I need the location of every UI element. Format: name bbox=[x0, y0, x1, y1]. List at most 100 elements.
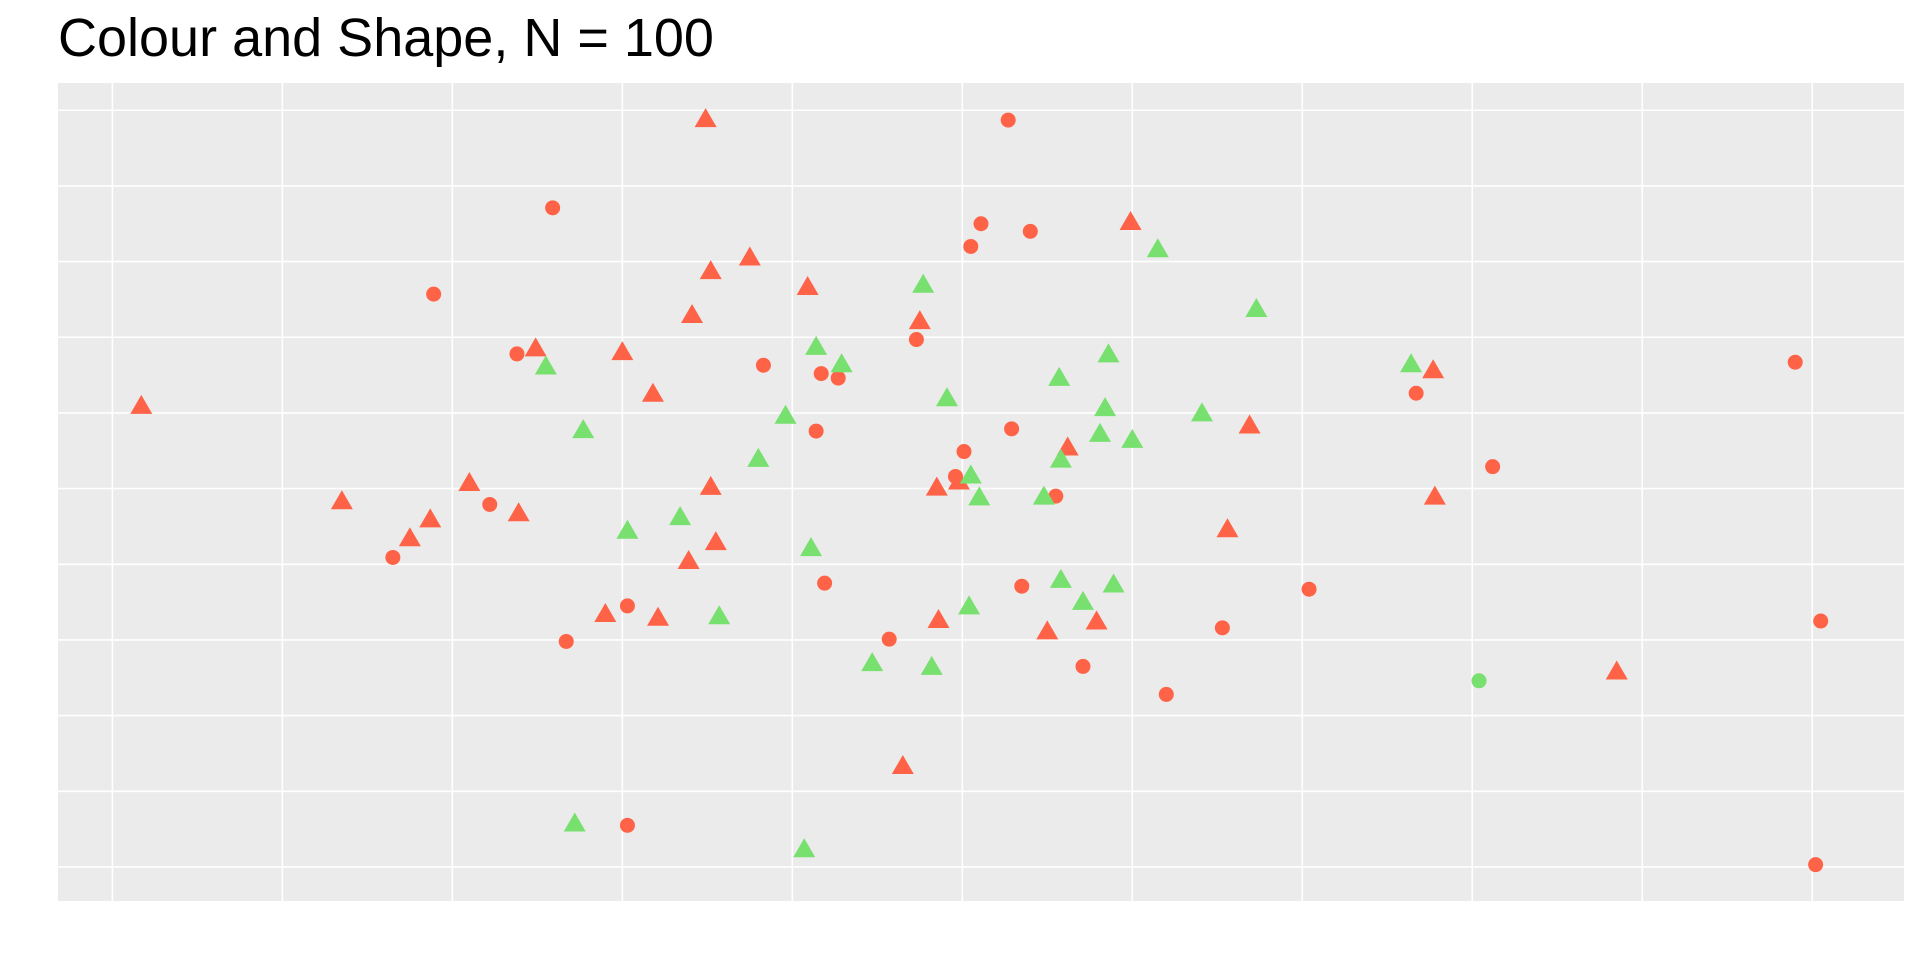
point bbox=[793, 838, 816, 858]
point bbox=[572, 419, 595, 439]
point bbox=[534, 355, 557, 375]
point bbox=[1813, 613, 1829, 629]
point bbox=[1214, 620, 1230, 636]
point bbox=[968, 486, 991, 506]
point bbox=[1245, 297, 1268, 317]
point bbox=[563, 812, 586, 832]
point bbox=[1400, 353, 1423, 373]
point bbox=[558, 633, 574, 649]
point bbox=[1085, 610, 1108, 630]
point bbox=[1004, 421, 1020, 437]
point bbox=[861, 652, 884, 672]
point bbox=[1423, 485, 1446, 505]
point bbox=[385, 549, 401, 565]
point bbox=[1022, 223, 1038, 239]
point bbox=[708, 605, 731, 625]
point bbox=[669, 506, 692, 526]
point bbox=[891, 755, 914, 775]
point bbox=[1787, 354, 1803, 370]
point bbox=[774, 404, 797, 424]
point bbox=[738, 246, 761, 266]
point bbox=[1146, 238, 1169, 258]
point bbox=[1049, 568, 1072, 588]
point bbox=[704, 531, 727, 551]
point bbox=[805, 335, 828, 355]
point bbox=[830, 353, 853, 373]
point bbox=[1071, 590, 1094, 610]
point bbox=[419, 508, 442, 528]
point bbox=[647, 606, 670, 626]
point bbox=[1485, 459, 1501, 475]
point bbox=[1119, 210, 1142, 230]
point bbox=[1216, 518, 1239, 538]
point bbox=[1301, 581, 1317, 597]
point bbox=[1121, 428, 1144, 448]
point bbox=[1238, 414, 1261, 434]
point bbox=[1088, 422, 1111, 442]
point bbox=[1097, 343, 1120, 363]
point bbox=[398, 527, 421, 547]
point bbox=[699, 475, 722, 495]
point bbox=[920, 655, 943, 675]
point bbox=[1056, 436, 1079, 456]
point bbox=[1094, 397, 1117, 417]
point bbox=[1808, 857, 1824, 873]
point bbox=[959, 464, 982, 484]
point bbox=[619, 817, 635, 833]
point bbox=[594, 602, 617, 622]
point bbox=[616, 519, 639, 539]
point bbox=[130, 394, 153, 414]
point bbox=[927, 609, 950, 629]
point bbox=[936, 387, 959, 407]
point bbox=[830, 370, 846, 386]
point bbox=[1036, 620, 1059, 640]
point bbox=[925, 476, 948, 496]
point bbox=[426, 286, 442, 302]
point bbox=[509, 346, 525, 362]
point bbox=[619, 598, 635, 614]
point bbox=[973, 216, 989, 232]
point bbox=[699, 260, 722, 280]
point bbox=[800, 537, 823, 557]
point bbox=[881, 631, 897, 647]
point bbox=[1075, 658, 1091, 674]
point bbox=[1000, 112, 1016, 128]
point bbox=[1014, 578, 1030, 594]
point bbox=[507, 502, 530, 522]
point bbox=[681, 304, 704, 324]
point bbox=[524, 337, 547, 357]
point bbox=[458, 472, 481, 492]
point bbox=[817, 575, 833, 591]
point bbox=[747, 447, 770, 467]
point bbox=[611, 341, 634, 361]
point bbox=[482, 496, 498, 512]
point bbox=[755, 357, 771, 373]
point bbox=[912, 273, 935, 293]
point bbox=[330, 490, 353, 510]
point bbox=[694, 108, 717, 128]
point bbox=[908, 332, 924, 348]
point bbox=[1049, 448, 1072, 468]
point bbox=[1422, 359, 1445, 379]
point bbox=[1102, 573, 1125, 593]
point bbox=[1471, 673, 1487, 689]
point bbox=[956, 444, 972, 460]
chart-title: Colour and Shape, N = 100 bbox=[58, 8, 714, 68]
point bbox=[1408, 385, 1424, 401]
point bbox=[1190, 402, 1213, 422]
point bbox=[908, 310, 931, 330]
point bbox=[948, 468, 964, 484]
point bbox=[808, 423, 824, 439]
point bbox=[545, 200, 561, 216]
point bbox=[1048, 366, 1071, 386]
point bbox=[641, 382, 664, 402]
point bbox=[1032, 485, 1055, 505]
point bbox=[796, 276, 819, 296]
point bbox=[958, 595, 981, 615]
point bbox=[813, 366, 829, 382]
point bbox=[1605, 660, 1628, 680]
point bbox=[1158, 686, 1174, 702]
point bbox=[963, 238, 979, 254]
